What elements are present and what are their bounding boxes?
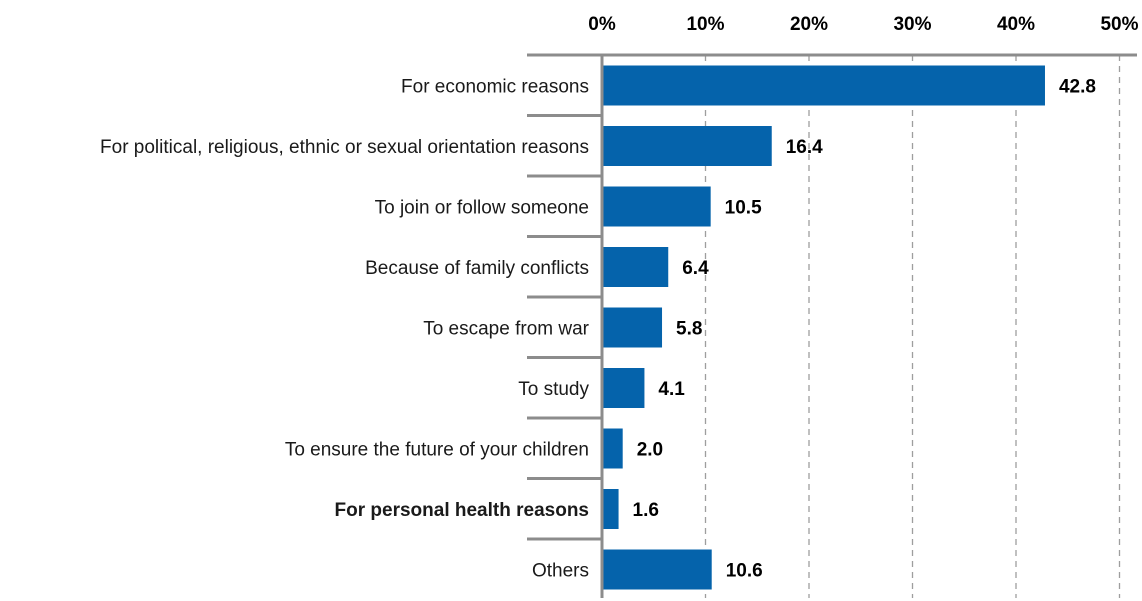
value-label: 10.6: [726, 561, 763, 582]
bar: [602, 186, 711, 227]
category-labels: For economic reasons For political, relig…: [100, 77, 590, 582]
x-axis-tick-labels: 0% 10% 20% 30% 40% 50%: [588, 14, 1138, 35]
category-label: Others: [532, 561, 589, 582]
value-label: 5.8: [676, 319, 702, 340]
category-label: To ensure the future of your children: [285, 440, 589, 461]
category-label: For economic reasons: [401, 77, 589, 98]
category-label: Because of family conflicts: [365, 258, 589, 279]
x-tick-label: 0%: [588, 14, 616, 35]
axes: [527, 53, 1137, 598]
x-tick-label: 30%: [893, 14, 931, 35]
value-labels: 42.8 16.4 10.5 6.4 5.8 4.1 2.0 1.6 10.6: [633, 77, 1096, 582]
bar: [602, 247, 669, 287]
category-label: To study: [518, 379, 589, 400]
value-label: 42.8: [1059, 77, 1096, 98]
bar: [602, 549, 712, 590]
value-label: 6.4: [682, 258, 709, 279]
value-label: 2.0: [637, 440, 663, 461]
x-tick-label: 10%: [686, 14, 724, 35]
x-tick-label: 20%: [790, 14, 828, 35]
x-tick-label: 50%: [1100, 14, 1138, 35]
value-label: 16.4: [786, 137, 823, 158]
bar: [602, 489, 619, 529]
x-tick-label: 40%: [997, 14, 1035, 35]
category-label: To escape from war: [423, 319, 589, 340]
category-label: To join or follow someone: [375, 198, 589, 219]
bar: [602, 368, 645, 408]
value-label: 4.1: [658, 379, 685, 400]
category-label: For personal health reasons: [335, 500, 589, 521]
value-label: 10.5: [725, 198, 762, 219]
bar: [602, 65, 1045, 106]
category-label: For political, religious, ethnic or sexu…: [100, 137, 589, 158]
bar: [602, 126, 772, 166]
bar: [602, 307, 663, 348]
value-label: 1.6: [633, 500, 659, 521]
bar: [602, 428, 623, 469]
bars: [602, 65, 1045, 590]
